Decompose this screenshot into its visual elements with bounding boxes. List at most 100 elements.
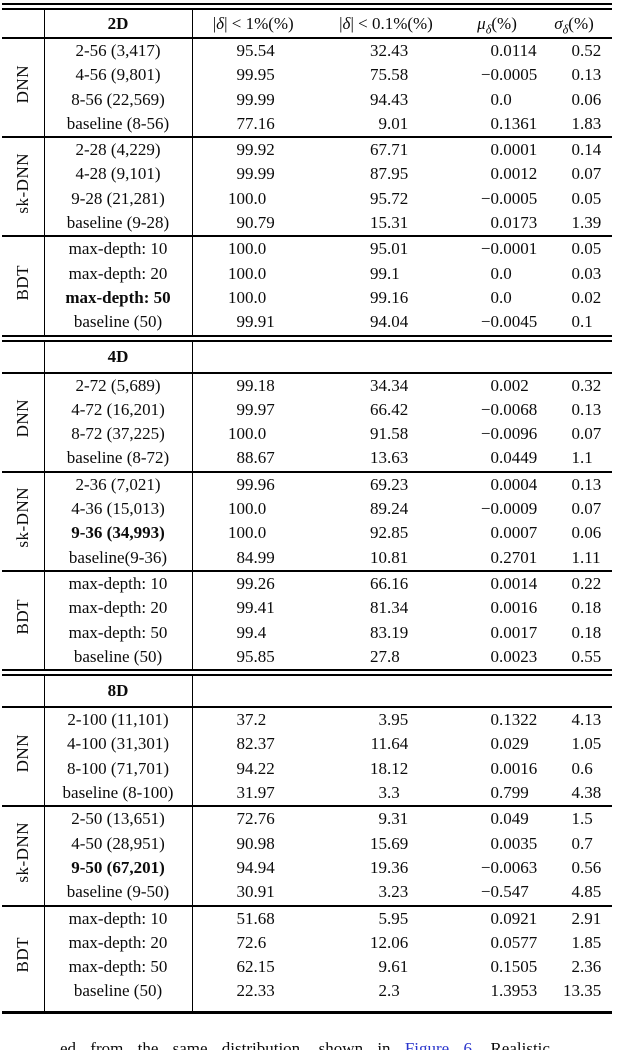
config-cell: 8-100 (71,701) <box>44 756 193 782</box>
value-cell: −0.0068 <box>442 398 542 422</box>
value-int: 100 <box>228 523 254 543</box>
config-cell: 9-50 (67,201) <box>44 855 193 881</box>
value-int: −0 <box>480 882 499 902</box>
group-dnn: DNN 2-100 (11,101) 37.2 3.95 0.1322 4.13 4-100… <box>2 707 612 807</box>
group-bdt: BDT max-depth: 10 99.26 66.16 0.0014 0.22 max-… <box>2 570 612 670</box>
table-row: DNN 2-56 (3,417) 95.54 32.43 0.0114 0.52 <box>2 38 612 138</box>
value-int: 99 <box>370 287 387 307</box>
section-dim-header: 2D <box>44 6 193 38</box>
value-frac: .69 <box>387 833 409 853</box>
group-label-text: DNN <box>13 64 33 104</box>
figure-6-link[interactable]: Figure 6 <box>404 1039 472 1050</box>
config-cell: 2-56 (3,417) <box>44 38 193 64</box>
value-int: 0 <box>571 598 581 618</box>
value-int: 0 <box>571 499 581 519</box>
value-cell: 90.79 <box>192 211 304 236</box>
value-int: 11 <box>370 734 387 754</box>
config-cell: 4-28 (9,101) <box>44 162 193 187</box>
value-int: 0 <box>571 312 581 332</box>
value-cell: 5.95 <box>304 906 442 931</box>
value-frac: .33 <box>253 981 275 1001</box>
value-frac: .39 <box>580 213 602 233</box>
table-row: max-depth: 50 62.15 9.61 0.1505 2.36 <box>2 955 612 980</box>
col-header <box>192 338 304 373</box>
value-frac: .07 <box>580 424 602 444</box>
value-frac: .0921 <box>499 908 538 928</box>
value-frac: .34 <box>387 375 409 395</box>
value-int: 84 <box>236 547 254 567</box>
value-int: 0 <box>490 547 500 567</box>
value-frac: .6 <box>580 758 593 778</box>
value-int: 89 <box>370 499 387 519</box>
value-int: 92 <box>370 523 387 543</box>
value-frac: .54 <box>253 41 275 60</box>
value-cell: 69.23 <box>304 472 442 497</box>
value-cell: 0.1361 <box>442 112 542 137</box>
value-cell: 3.23 <box>304 880 442 905</box>
value-cell: 31.97 <box>192 781 304 806</box>
group-label: BDT <box>2 570 45 670</box>
value-cell: 4.85 <box>542 880 612 905</box>
value-int: 0 <box>571 833 581 853</box>
value-frac: .04 <box>387 312 409 332</box>
config-cell: baseline (9-50) <box>44 880 193 906</box>
value-int: 4 <box>571 882 581 902</box>
value-frac: .1322 <box>499 710 538 730</box>
value-frac: .16 <box>253 113 275 133</box>
value-int: 0 <box>571 263 581 283</box>
config-cell: 9-28 (21,281) <box>44 186 193 212</box>
value-cell: 91.58 <box>304 422 442 446</box>
value-cell: 99.91 <box>192 310 304 334</box>
value-cell: 95.54 <box>192 38 304 63</box>
value-cell: 0.049 <box>442 806 542 831</box>
value-int: 62 <box>236 957 254 977</box>
value-int: 94 <box>370 89 387 109</box>
value-frac: .01 <box>387 239 409 259</box>
config-cell: 4-100 (31,301) <box>44 732 193 757</box>
value-int: 0 <box>490 213 500 233</box>
group-label: DNN <box>2 707 45 807</box>
value-frac: .0 <box>253 424 267 444</box>
value-cell: 1.11 <box>542 546 612 571</box>
value-frac: .76 <box>253 809 275 829</box>
value-frac: .85 <box>253 646 275 666</box>
value-frac: .85 <box>387 523 409 543</box>
value-frac: .36 <box>387 857 409 877</box>
value-cell: 99.16 <box>304 286 442 310</box>
table-row: max-depth: 20 99.41 81.34 0.0016 0.18 <box>2 596 612 621</box>
value-int: 13 <box>370 448 387 468</box>
value-cell: 3.3 <box>304 781 442 806</box>
value-frac: .0016 <box>499 758 538 778</box>
value-cell: 99.18 <box>192 373 304 398</box>
group-column-header <box>2 6 45 38</box>
value-frac: .95 <box>387 164 409 184</box>
value-frac: .547 <box>499 882 529 902</box>
value-cell: 11.64 <box>304 732 442 756</box>
value-int: 0 <box>490 474 500 494</box>
value-cell: 9.61 <box>304 955 442 979</box>
value-cell: 99.26 <box>192 571 304 596</box>
group-label: sk-DNN <box>2 471 45 571</box>
table-row: 8-56 (22,569) 99.99 94.43 0.0 0.06 <box>2 87 612 112</box>
value-cell: −0.0005 <box>442 63 542 87</box>
config-cell: max-depth: 20 <box>44 930 193 956</box>
value-int: 94 <box>370 312 387 332</box>
value-cell: 18.12 <box>304 757 442 781</box>
value-cell: 27.8 <box>304 645 442 669</box>
value-int: 4 <box>571 783 581 803</box>
value-frac: .97 <box>253 399 275 419</box>
value-cell: 0.52 <box>542 38 612 63</box>
value-int: 0 <box>571 573 581 593</box>
value-frac: .22 <box>580 573 602 593</box>
col-header <box>442 673 542 708</box>
value-frac: .0 <box>499 287 512 307</box>
results-table-4d: 4D DNN 2-72 (5,689) 99.18 34.34 0.002 0.32 4-72… <box>2 334 612 670</box>
value-frac: .23 <box>387 882 409 902</box>
value-cell: 0.6 <box>542 757 612 781</box>
table-row: sk-DNN 2-28 (4,229) 99.92 67.71 0.0001 0.14 <box>2 137 612 237</box>
value-int: −0 <box>480 424 499 444</box>
value-int: 91 <box>370 424 387 444</box>
table-row: baseline (8-56) 77.16 9.01 0.1361 1.83 <box>2 111 612 138</box>
value-cell: −0.0045 <box>442 310 542 334</box>
config-cell: 2-72 (5,689) <box>44 372 193 398</box>
